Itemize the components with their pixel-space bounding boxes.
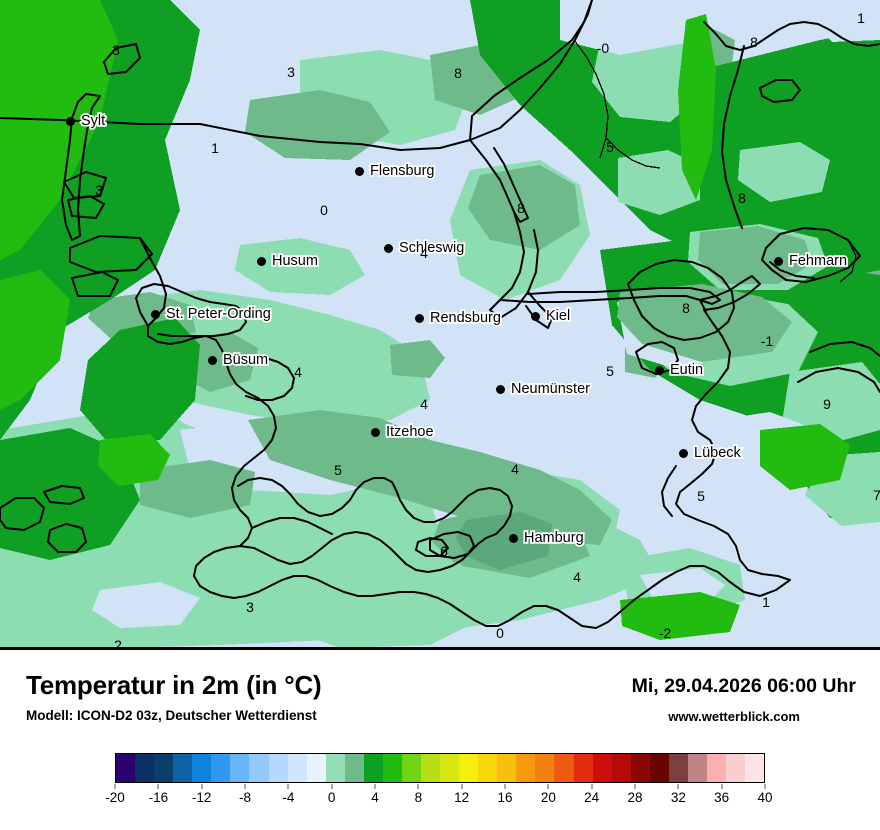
colorbar-tick-mark <box>417 784 419 789</box>
colorbar-swatch-32 <box>726 754 746 782</box>
colorbar-tick-mark <box>634 784 636 789</box>
colorbar-tick-label: 20 <box>540 790 556 805</box>
website-credit: www.wetterblick.com <box>668 709 800 724</box>
colorbar-tick-mark <box>374 784 376 789</box>
colorbar-tick-label: 28 <box>627 790 643 805</box>
colorbar-swatch-23 <box>554 754 574 782</box>
colorbar-tick-mark <box>331 784 333 789</box>
colorbar-swatch-0 <box>116 754 136 782</box>
colorbar-tick-label: 36 <box>714 790 730 805</box>
colorbar-swatch-2 <box>154 754 174 782</box>
colorbar-tick-axis: -20 -16 -12 -8 -4 0 4 8 12 16 20 24 28 32 36 40 <box>105 784 773 824</box>
colorbar-swatch-7 <box>249 754 269 782</box>
colorbar-swatch-22 <box>535 754 555 782</box>
colorbar-tick-mark <box>244 784 246 789</box>
colorbar-swatch-33 <box>745 754 765 782</box>
colorbar-tick-mark <box>157 784 159 789</box>
colorbar-tick-mark <box>287 784 289 789</box>
colorbar-tick-label: -16 <box>148 790 169 805</box>
colorbar-swatch-9 <box>287 754 307 782</box>
colorbar-tick-mark <box>201 784 203 789</box>
colorbar-swatch-31 <box>706 754 726 782</box>
colorbar-swatch-28 <box>649 754 669 782</box>
colorbar-tick-label: 8 <box>414 790 423 805</box>
colorbar-swatch-4 <box>192 754 212 782</box>
colorbar-tick-mark <box>677 784 679 789</box>
colorbar-tick-mark <box>461 784 463 789</box>
colorbar-tick-label: 40 <box>757 790 773 805</box>
colorbar-container: -20 -16 -12 -8 -4 0 4 8 12 16 20 24 28 32 36 40 <box>0 753 880 828</box>
colorbar-swatch-29 <box>668 754 688 782</box>
colorbar-tick-mark <box>504 784 506 789</box>
colorbar-tick-mark <box>547 784 549 789</box>
colorbar-swatch-27 <box>630 754 650 782</box>
colorbar-tick-label: 4 <box>371 790 379 805</box>
map-raster-layer <box>0 0 880 647</box>
colorbar-swatch-11 <box>325 754 345 782</box>
colorbar-swatch-25 <box>592 754 612 782</box>
colorbar-swatch-19 <box>478 754 498 782</box>
colorbar-swatch-17 <box>440 754 460 782</box>
colorbar-swatch-6 <box>230 754 250 782</box>
colorbar-tick-label: 0 <box>327 790 336 805</box>
colorbar-swatch-26 <box>611 754 631 782</box>
colorbar-swatch-8 <box>268 754 288 782</box>
colorbar-swatch-13 <box>363 754 383 782</box>
colorbar-swatch-5 <box>211 754 231 782</box>
colorbar-tick-mark <box>591 784 593 789</box>
colorbar-swatch-20 <box>497 754 517 782</box>
colorbar-swatch-10 <box>306 754 326 782</box>
colorbar-swatch-3 <box>173 754 193 782</box>
temperature-map[interactable]: Sylt Sylt Flensburg Flensburg Husum Husum Schl… <box>0 0 880 650</box>
temperature-colorbar[interactable] <box>115 753 765 783</box>
colorbar-tick-label: 16 <box>497 790 513 805</box>
colorbar-tick-label: 12 <box>454 790 470 805</box>
colorbar-swatch-15 <box>401 754 421 782</box>
valid-datetime: Mi, 29.04.2026 06:00 Uhr <box>631 675 856 697</box>
page-title: Temperatur in 2m (in °C) <box>26 670 322 700</box>
colorbar-tick-label: -20 <box>105 790 125 805</box>
colorbar-tick-label: -4 <box>282 790 295 805</box>
model-subtitle: Modell: ICON-D2 03z, Deutscher Wetterdie… <box>26 708 317 723</box>
colorbar-tick-label: 32 <box>670 790 686 805</box>
colorbar-swatch-12 <box>344 754 364 782</box>
colorbar-swatch-21 <box>516 754 536 782</box>
map-footer: Temperatur in 2m (in °C) Modell: ICON-D2… <box>0 653 880 830</box>
colorbar-swatch-16 <box>421 754 441 782</box>
colorbar-tick-label: -8 <box>238 790 252 805</box>
colorbar-swatch-24 <box>573 754 593 782</box>
colorbar-swatch-14 <box>382 754 402 782</box>
colorbar-swatch-30 <box>687 754 707 782</box>
colorbar-tick-mark <box>114 784 116 789</box>
colorbar-tick-mark <box>764 784 766 789</box>
colorbar-tick-mark <box>721 784 723 789</box>
colorbar-tick-label: 24 <box>584 790 600 805</box>
colorbar-tick-label: -12 <box>191 790 212 805</box>
colorbar-swatch-18 <box>459 754 479 782</box>
colorbar-swatch-1 <box>135 754 155 782</box>
